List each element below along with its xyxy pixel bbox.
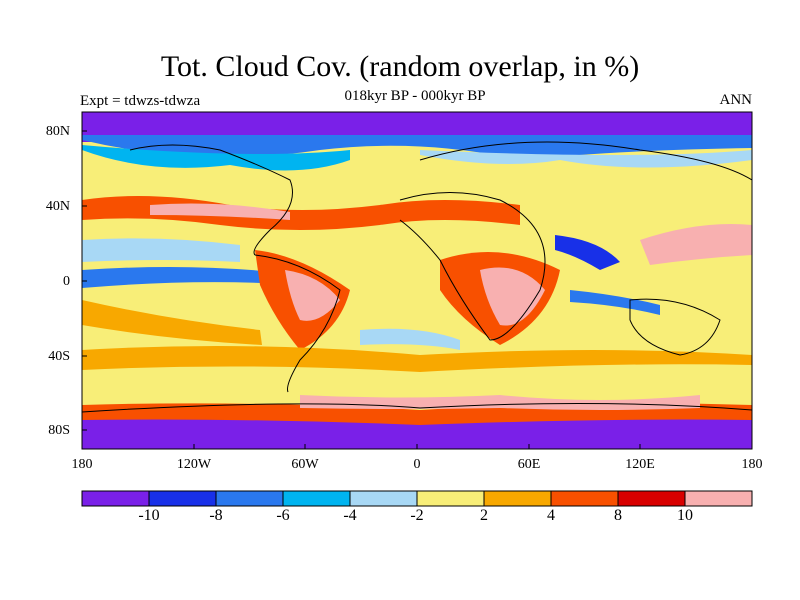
colorbar-label-9: 10: [677, 507, 693, 524]
africa-outline: [399, 192, 546, 341]
colorbar-box-3: [215, 490, 284, 507]
south-america-pink: [285, 270, 340, 321]
colorbar-box-6: [416, 490, 485, 507]
antarctic-purple-belt: [82, 419, 752, 449]
australia-outline: [629, 298, 721, 356]
arctic-edge: [82, 135, 752, 160]
season-label: ANN: [719, 92, 753, 108]
lat-label-80s: 80S: [48, 423, 70, 438]
lat-label-40s: 40S: [48, 349, 70, 364]
antarctica-outline: [82, 402, 752, 413]
colorbar-label-8: 8: [614, 507, 622, 524]
colorbar-label-2: -8: [209, 507, 223, 524]
equatorial-pacific-blue: [82, 266, 300, 288]
coastlines: [82, 141, 752, 413]
colorbar-label-6: 2: [480, 507, 488, 524]
africa-pink: [480, 267, 545, 326]
north-america-outline: [129, 144, 293, 256]
north-pacific-blue: [82, 145, 350, 171]
colorbar-label-3: -6: [276, 507, 290, 524]
colorbar-box-10: [684, 490, 753, 507]
lon-label-0: 0: [413, 457, 421, 472]
colorbar-label-4: -4: [343, 507, 357, 524]
colorbar-label-5: -2: [410, 507, 424, 524]
south-pacific-orange: [82, 300, 262, 345]
colorbar-box-9: [617, 490, 686, 507]
west-pacific-pink: [640, 224, 752, 265]
north-pacific-pink: [150, 203, 290, 220]
colorbar-label-7: 4: [547, 507, 555, 524]
lon-label-180w: 180: [71, 457, 93, 472]
tick-marks: [82, 130, 641, 449]
colorbar-box-2: [148, 490, 217, 507]
south-indian-blue: [570, 290, 660, 315]
colorbar-box-8: [550, 490, 619, 507]
colorbar-label-1: -10: [138, 507, 160, 524]
colorbar: [81, 490, 753, 507]
south-america-outline: [254, 254, 341, 393]
pacific-light-blue: [82, 238, 240, 262]
lon-label-180e: 180: [741, 457, 763, 472]
colorbar-box-4: [282, 490, 351, 507]
lat-label-0: 0: [63, 274, 70, 289]
anomaly-field: [82, 112, 752, 449]
colorbar-box-7: [483, 490, 552, 507]
lon-label-60e: 60E: [517, 457, 541, 472]
lon-label-60w: 60W: [291, 457, 319, 472]
lon-label-120e: 120E: [625, 457, 655, 472]
lat-label-80n: 80N: [45, 124, 70, 139]
map-subtitle: 018kyr BP - 000kyr BP: [344, 88, 486, 104]
lon-label-120w: 120W: [176, 457, 212, 472]
colorbar-box-5: [349, 490, 418, 507]
colorbar-box-1: [81, 490, 150, 507]
south-atlantic-blue: [360, 328, 460, 350]
southern-ocean-orange: [82, 346, 752, 372]
experiment-label: Expt = tdwzs-tdwza: [80, 93, 201, 109]
indian-ocean-blue: [555, 235, 620, 270]
lat-label-40n: 40N: [45, 199, 70, 214]
eurasia-outline: [419, 141, 752, 181]
map-title: Tot. Cloud Cov. (random overlap, in %): [160, 50, 640, 83]
